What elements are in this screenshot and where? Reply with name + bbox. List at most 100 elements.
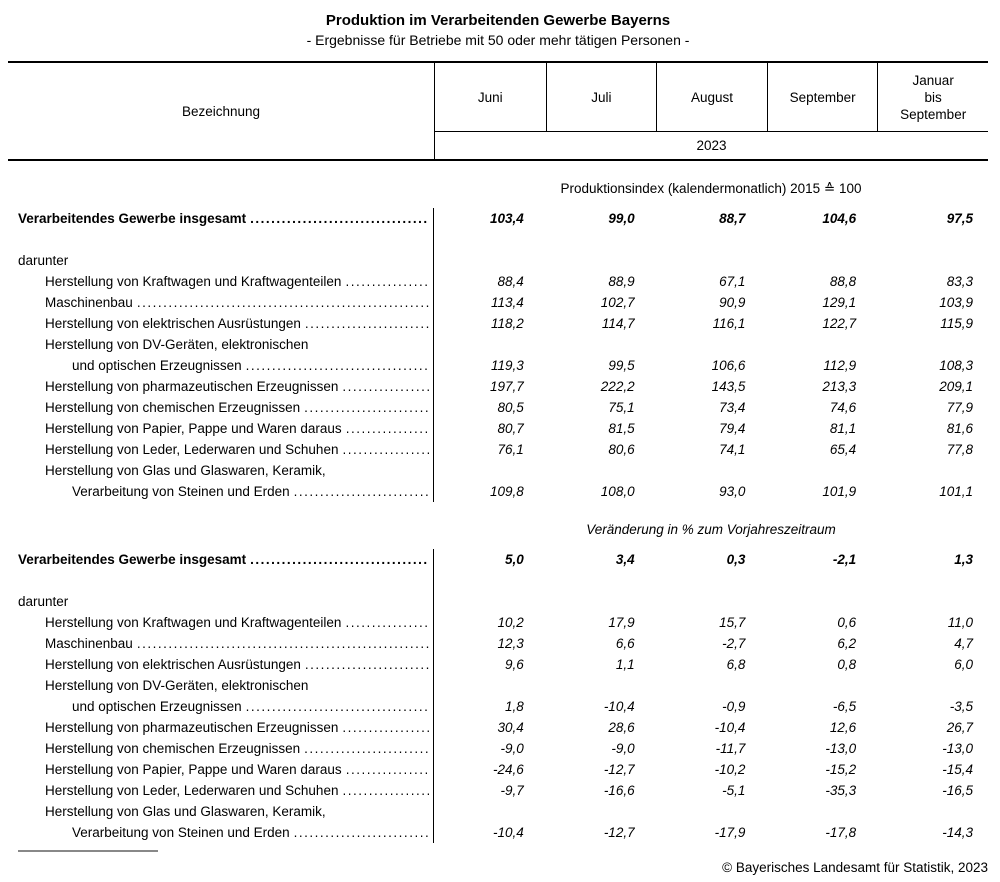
value-cell xyxy=(656,801,767,822)
row-label: Verarbeitung von Steinen und Erden xyxy=(72,825,290,840)
value-cell: 90,9 xyxy=(719,295,746,310)
row-label-cell: Herstellung von chemischen Erzeugnissen xyxy=(8,397,434,418)
row-label: Herstellung von Leder, Lederwaren und Sc… xyxy=(45,783,339,798)
table-row: Herstellung von Glas und Glaswaren, Kera… xyxy=(8,801,988,822)
value-cell: 81,5 xyxy=(608,421,635,436)
row-label: Maschinenbau xyxy=(45,295,133,310)
value-cell xyxy=(434,570,545,612)
value-cell xyxy=(877,229,988,271)
row-label: Verarbeitendes Gewerbe insgesamt xyxy=(18,211,247,226)
value-cell: 143,5 xyxy=(711,379,746,394)
section-production-index: Produktionsindex (kalendermonatlich) 201… xyxy=(8,181,988,502)
value-cell xyxy=(766,334,877,355)
value-cell: 102,7 xyxy=(600,295,635,310)
row-label-cell: Maschinenbau xyxy=(8,633,434,654)
value-cell: 213,3 xyxy=(822,379,857,394)
row-label-cell: Verarbeitung von Steinen und Erden xyxy=(8,481,434,502)
value-cell: 114,7 xyxy=(601,316,635,331)
value-cell: 79,4 xyxy=(719,421,746,436)
dot-leader xyxy=(304,397,429,418)
row-label: Herstellung von Papier, Pappe und Waren … xyxy=(45,762,342,777)
value-cell: 81,1 xyxy=(829,421,857,436)
column-header-august: August xyxy=(656,63,767,131)
row-label: Herstellung von pharmazeutischen Erzeugn… xyxy=(45,379,339,394)
value-cell: 209,1 xyxy=(939,379,973,394)
month-columns: Juni Juli August September Januar bis Se… xyxy=(434,63,988,159)
value-cell: -9,0 xyxy=(500,741,524,756)
value-cell: 106,6 xyxy=(711,358,746,373)
table-row: Verarbeitung von Steinen und Erden 109,8… xyxy=(8,481,988,502)
row-label: Herstellung von Kraftwagen und Kraftwage… xyxy=(45,274,342,289)
dot-leader xyxy=(250,208,429,229)
table-row: Herstellung von Kraftwagen und Kraftwage… xyxy=(8,271,988,292)
value-cell: 0,8 xyxy=(837,657,857,672)
table-row: Verarbeitung von Steinen und Erden -10,4… xyxy=(8,822,988,843)
value-cell xyxy=(545,460,656,481)
value-cell: 6,6 xyxy=(615,636,635,651)
value-cell: 80,6 xyxy=(608,442,635,457)
row-label: Herstellung von Glas und Glaswaren, Kera… xyxy=(45,463,326,478)
dot-leader xyxy=(346,759,429,780)
row-label-cell: Herstellung von Glas und Glaswaren, Kera… xyxy=(8,801,434,822)
value-cell: 81,6 xyxy=(946,421,973,436)
value-cell xyxy=(434,229,545,271)
table-row: Herstellung von DV-Geräten, elektronisch… xyxy=(8,334,988,355)
value-cell: 12,6 xyxy=(829,720,857,735)
row-label-cell: Herstellung von DV-Geräten, elektronisch… xyxy=(8,334,434,355)
section-change-yoy: Veränderung in % zum Vorjahreszeitraum V… xyxy=(8,522,988,843)
dot-leader xyxy=(294,822,429,843)
section-heading: Produktionsindex (kalendermonatlich) 201… xyxy=(560,181,862,196)
row-label-cell: Verarbeitung von Steinen und Erden xyxy=(8,822,434,843)
value-cell: -35,3 xyxy=(825,783,857,798)
value-cell: -5,1 xyxy=(722,783,746,798)
row-label-cell: Herstellung von chemischen Erzeugnissen xyxy=(8,738,434,759)
value-cell: -10,4 xyxy=(603,699,635,714)
value-cell xyxy=(656,334,767,355)
dot-leader xyxy=(137,292,429,313)
dot-leader xyxy=(342,376,429,397)
table-row: Herstellung von pharmazeutischen Erzeugn… xyxy=(8,376,988,397)
value-cell: 115,9 xyxy=(940,316,973,331)
value-cell: 83,3 xyxy=(946,274,973,289)
value-cell: -10,2 xyxy=(714,762,746,777)
dot-leader xyxy=(346,418,429,439)
value-cell: -10,4 xyxy=(493,825,524,840)
table-row: und optischen Erzeugnissen 119,3 99,5 10… xyxy=(8,355,988,376)
value-cell: 119,3 xyxy=(491,358,524,373)
value-cell: 6,8 xyxy=(726,657,746,672)
value-cell: 99,5 xyxy=(608,358,635,373)
value-cell: 118,2 xyxy=(491,316,524,331)
row-label-cell: und optischen Erzeugnissen xyxy=(8,355,434,376)
table-row: und optischen Erzeugnissen 1,8 -10,4 -0,… xyxy=(8,696,988,717)
value-cell: 11,0 xyxy=(947,615,973,630)
value-cell: 108,3 xyxy=(939,358,973,373)
value-cell: -0,9 xyxy=(722,699,746,714)
row-label: darunter xyxy=(18,594,69,609)
value-cell: 3,4 xyxy=(615,552,635,567)
value-cell: 67,1 xyxy=(719,274,746,289)
value-cell: -2,7 xyxy=(722,636,746,651)
row-label-cell: Herstellung von pharmazeutischen Erzeugn… xyxy=(8,717,434,738)
value-cell xyxy=(434,675,545,696)
value-cell: 103,4 xyxy=(490,211,524,226)
row-label-cell: Verarbeitendes Gewerbe insgesamt xyxy=(8,208,434,229)
value-cell: 28,6 xyxy=(608,720,635,735)
dot-leader xyxy=(305,313,429,334)
dot-leader xyxy=(294,481,429,502)
value-cell: 65,4 xyxy=(829,442,857,457)
dot-leader xyxy=(342,439,429,460)
value-cell: -10,4 xyxy=(714,720,746,735)
table-row: Herstellung von Glas und Glaswaren, Kera… xyxy=(8,460,988,481)
value-cell: 197,7 xyxy=(490,379,524,394)
value-cell: 1,3 xyxy=(954,552,973,567)
value-cell: -9,7 xyxy=(500,783,524,798)
title-block: Produktion im Verarbeitenden Gewerbe Bay… xyxy=(8,0,988,48)
value-cell: 26,7 xyxy=(946,720,973,735)
row-label: und optischen Erzeugnissen xyxy=(72,699,242,714)
value-cell: 10,2 xyxy=(497,615,524,630)
table-row: Herstellung von Leder, Lederwaren und Sc… xyxy=(8,439,988,460)
value-cell: 88,9 xyxy=(608,274,635,289)
value-cell: 113,4 xyxy=(491,295,524,310)
row-label-cell: Herstellung von elektrischen Ausrüstunge… xyxy=(8,654,434,675)
value-cell: 6,2 xyxy=(837,636,857,651)
